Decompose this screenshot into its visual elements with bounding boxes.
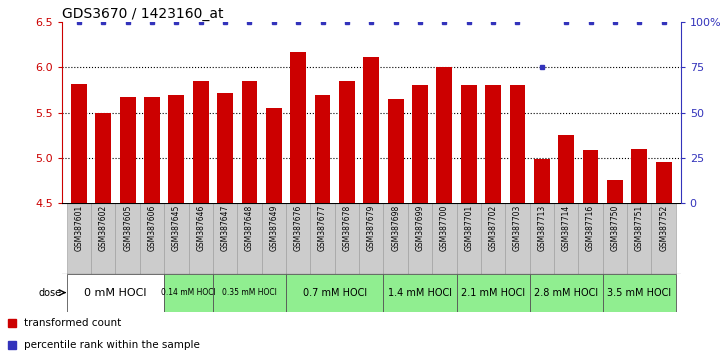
Bar (217, 93, 233, 203)
Bar (339, 81, 355, 203)
Text: GSM387601: GSM387601 (74, 205, 84, 251)
Bar (193, 81, 209, 203)
Bar (485, 85, 501, 203)
Bar (71, 84, 87, 203)
Bar (582, 150, 598, 203)
Text: transformed count: transformed count (24, 318, 121, 328)
Bar (408, 203, 432, 274)
Bar (290, 52, 306, 203)
Text: 0.35 mM HOCl: 0.35 mM HOCl (222, 288, 277, 297)
Bar (412, 85, 428, 203)
Bar (481, 203, 505, 274)
Bar (310, 203, 335, 274)
Bar (359, 203, 384, 274)
Text: GSM387700: GSM387700 (440, 205, 449, 251)
Bar (363, 57, 379, 203)
Text: GSM387750: GSM387750 (610, 205, 620, 251)
Bar (189, 203, 213, 274)
Text: 1.4 mM HOCl: 1.4 mM HOCl (388, 287, 452, 298)
Text: GSM387714: GSM387714 (562, 205, 571, 251)
Text: GSM387602: GSM387602 (99, 205, 108, 251)
Bar (656, 162, 671, 203)
Bar (510, 85, 526, 203)
Text: percentile rank within the sample: percentile rank within the sample (24, 340, 199, 350)
Bar (607, 180, 623, 203)
Text: 2.1 mM HOCl: 2.1 mM HOCl (461, 287, 525, 298)
Bar (388, 99, 403, 203)
Bar (261, 203, 286, 274)
Text: GSM387646: GSM387646 (197, 205, 205, 251)
Bar (534, 159, 550, 203)
Text: dose: dose (39, 287, 61, 298)
Bar (67, 274, 165, 312)
Bar (286, 203, 310, 274)
Text: GDS3670 / 1423160_at: GDS3670 / 1423160_at (62, 7, 223, 21)
Bar (505, 203, 530, 274)
Text: GSM387647: GSM387647 (221, 205, 229, 251)
Text: GSM387699: GSM387699 (416, 205, 424, 251)
Bar (286, 274, 384, 312)
Text: GSM387605: GSM387605 (123, 205, 132, 251)
Bar (314, 95, 331, 203)
Bar (627, 203, 652, 274)
Bar (266, 108, 282, 203)
Text: GSM387677: GSM387677 (318, 205, 327, 251)
Text: GSM387678: GSM387678 (342, 205, 352, 251)
Bar (603, 274, 676, 312)
Text: 3.5 mM HOCl: 3.5 mM HOCl (607, 287, 671, 298)
Bar (165, 274, 213, 312)
Bar (168, 95, 184, 203)
Text: GSM387713: GSM387713 (537, 205, 546, 251)
Bar (558, 135, 574, 203)
Bar (242, 81, 258, 203)
Bar (384, 274, 456, 312)
Text: GSM387752: GSM387752 (659, 205, 668, 251)
Bar (603, 203, 627, 274)
Bar (554, 203, 578, 274)
Bar (119, 97, 135, 203)
Text: GSM387648: GSM387648 (245, 205, 254, 251)
Bar (578, 203, 603, 274)
Bar (116, 203, 140, 274)
Text: GSM387702: GSM387702 (488, 205, 498, 251)
Bar (144, 97, 160, 203)
Bar (652, 203, 676, 274)
Bar (91, 203, 116, 274)
Bar (530, 274, 603, 312)
Bar (67, 203, 91, 274)
Text: GSM387676: GSM387676 (293, 205, 303, 251)
Bar (456, 203, 481, 274)
Text: GSM387679: GSM387679 (367, 205, 376, 251)
Bar (95, 114, 111, 203)
Text: GSM387703: GSM387703 (513, 205, 522, 251)
Bar (384, 203, 408, 274)
Text: GSM387751: GSM387751 (635, 205, 644, 251)
Bar (432, 203, 456, 274)
Text: GSM387649: GSM387649 (269, 205, 278, 251)
Bar (165, 203, 189, 274)
Bar (530, 203, 554, 274)
Bar (213, 203, 237, 274)
Text: GSM387606: GSM387606 (148, 205, 157, 251)
Bar (237, 203, 261, 274)
Text: GSM387698: GSM387698 (391, 205, 400, 251)
Text: 0 mM HOCl: 0 mM HOCl (84, 287, 147, 298)
Text: GSM387701: GSM387701 (464, 205, 473, 251)
Text: 0.14 mM HOCl: 0.14 mM HOCl (161, 288, 216, 297)
Bar (437, 67, 452, 203)
Bar (213, 274, 286, 312)
Bar (631, 149, 647, 203)
Bar (456, 274, 530, 312)
Text: 0.7 mM HOCl: 0.7 mM HOCl (303, 287, 367, 298)
Bar (140, 203, 165, 274)
Bar (461, 85, 477, 203)
Text: 2.8 mM HOCl: 2.8 mM HOCl (534, 287, 598, 298)
Text: GSM387645: GSM387645 (172, 205, 181, 251)
Bar (335, 203, 359, 274)
Text: GSM387716: GSM387716 (586, 205, 595, 251)
